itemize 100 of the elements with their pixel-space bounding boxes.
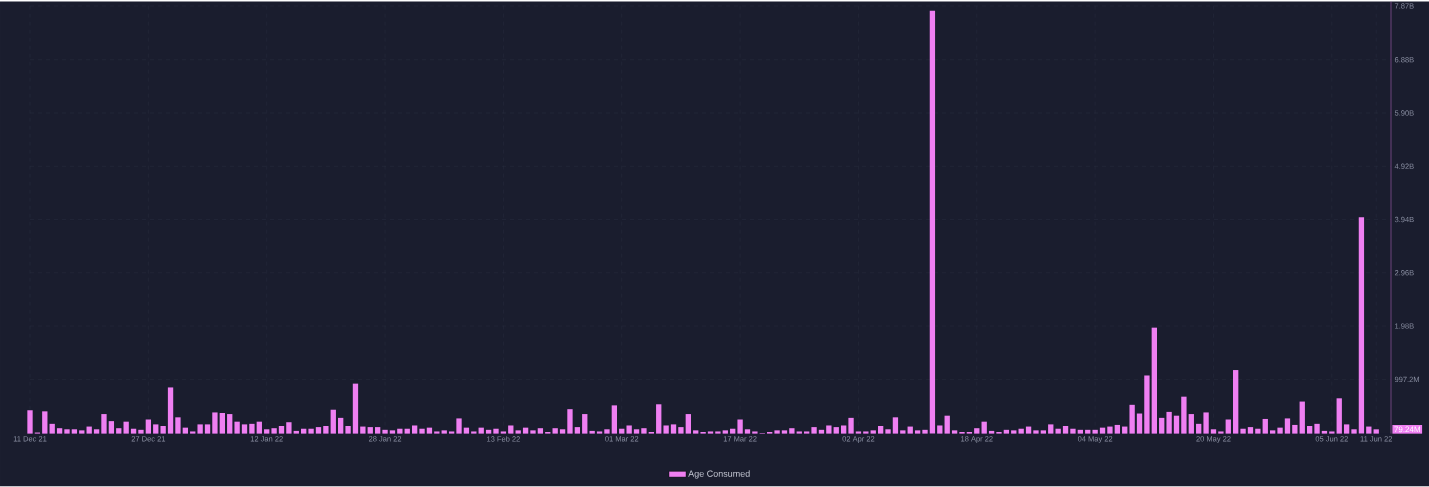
bar (286, 422, 292, 434)
bar (330, 409, 336, 434)
bar (840, 425, 847, 434)
bar (1122, 426, 1128, 434)
bar (1210, 429, 1217, 434)
bar (1055, 428, 1061, 434)
bar (633, 429, 640, 434)
bar (1048, 424, 1054, 434)
bar (1159, 418, 1165, 434)
bar (101, 414, 107, 434)
bar (1136, 413, 1143, 434)
bar (116, 428, 122, 434)
bar (123, 421, 129, 434)
bar (493, 428, 499, 434)
bar (1025, 426, 1032, 434)
bar (1196, 424, 1202, 434)
bar (367, 427, 373, 434)
bar (160, 426, 166, 434)
bar (582, 414, 588, 434)
bar (434, 431, 440, 434)
bar (981, 421, 987, 434)
bar (619, 428, 625, 434)
bar (1203, 412, 1209, 434)
bar (264, 429, 270, 434)
bar (1218, 431, 1224, 434)
bar (1358, 217, 1365, 434)
bar (42, 411, 48, 434)
bar (1018, 428, 1024, 434)
bar (877, 426, 884, 434)
bar (1129, 405, 1135, 434)
bar (1144, 375, 1150, 434)
bar (411, 425, 418, 434)
bar (1225, 419, 1231, 434)
bar (463, 427, 470, 434)
bar (404, 428, 410, 434)
bar (352, 383, 359, 434)
bar (130, 428, 137, 434)
bar (138, 430, 144, 434)
bar (1247, 427, 1254, 434)
bar (1255, 428, 1261, 434)
bar (315, 427, 322, 434)
bar (752, 431, 758, 434)
bar (937, 425, 943, 434)
bar (744, 429, 751, 434)
bar (508, 425, 514, 434)
bar (1240, 428, 1246, 434)
bar (974, 428, 980, 434)
bar (204, 424, 211, 434)
bar (153, 424, 159, 434)
bar (1114, 425, 1120, 434)
bar (1062, 426, 1069, 434)
bar (1292, 425, 1298, 434)
bar (1040, 430, 1047, 434)
bar (796, 431, 802, 434)
bar (1351, 429, 1357, 434)
annotation: 79.24M (1394, 426, 1420, 433)
bar (663, 425, 669, 434)
bar (175, 417, 181, 434)
bar (234, 421, 240, 434)
bar (988, 431, 995, 434)
bar (382, 430, 388, 434)
bar (870, 430, 876, 434)
bar (656, 404, 662, 434)
bar (1188, 414, 1194, 434)
bar (374, 427, 381, 434)
bar (1070, 428, 1076, 434)
bar (914, 430, 921, 434)
bar (944, 415, 950, 434)
bar (818, 430, 825, 434)
bar (863, 431, 869, 434)
bar (811, 427, 817, 434)
bar (1336, 398, 1342, 434)
bar (730, 428, 736, 434)
bar (108, 421, 115, 434)
bar (1314, 424, 1320, 434)
bar (559, 429, 566, 434)
bar (552, 428, 558, 434)
bar (1099, 427, 1106, 434)
bar (182, 427, 188, 434)
bar (951, 430, 958, 434)
bar (774, 430, 780, 434)
bar (1085, 430, 1091, 434)
bar (1366, 426, 1372, 434)
bar (190, 431, 196, 434)
bar (197, 424, 203, 434)
bar (345, 426, 351, 434)
bar (892, 417, 899, 434)
bar (929, 11, 936, 434)
bar (389, 430, 396, 434)
bar (86, 426, 92, 434)
bar (900, 430, 906, 434)
bar (1299, 401, 1305, 434)
bar (515, 430, 521, 434)
bar (471, 431, 477, 434)
bar (167, 387, 174, 434)
bar (278, 426, 285, 434)
bar (1233, 370, 1239, 434)
bar (1077, 430, 1084, 434)
bar (707, 431, 714, 434)
bar (419, 428, 425, 434)
